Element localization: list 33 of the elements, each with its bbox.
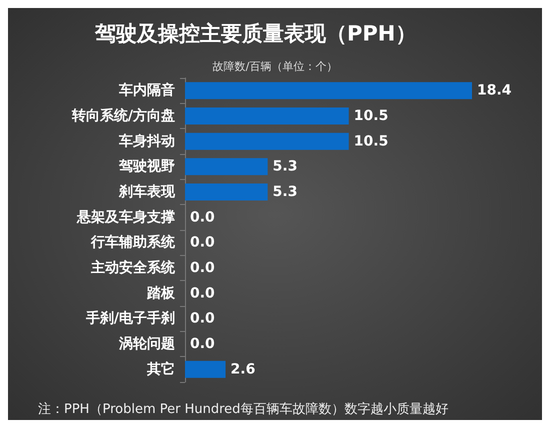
data-label: 5.3 [272,184,298,200]
chart-title: 驾驶及操控主要质量表现（PPH） [94,22,416,46]
y-tick-label: 涡轮问题 [118,336,175,352]
y-tick-label: 踏板 [146,285,176,302]
data-label: 0.0 [190,209,216,226]
chart-subtitle: 故障数/百辆（单位：个） [212,60,338,73]
y-tick-label: 刹车表现 [118,183,176,200]
data-label: 10.5 [354,108,388,124]
data-label: 0.0 [190,285,216,302]
y-tick-label: 悬架及车身支撑 [76,208,175,226]
data-label: 5.3 [272,158,298,175]
bar [185,158,268,176]
y-tick-label: 主动安全系统 [90,259,176,276]
bar [185,184,268,200]
data-label: 2.6 [230,361,256,378]
y-tick-label: 行车辅助系统 [90,234,176,251]
text: 注：PPH（Problem Per Hundred每百辆车故障数）数字越小质量越好 [38,401,448,417]
data-label: 0.0 [190,234,216,251]
bar [185,82,472,100]
data-label: 18.4 [477,82,512,99]
data-label: 0.0 [190,310,216,327]
y-tick-label: 驾驶视野 [118,158,175,175]
data-label: 0.0 [190,260,216,276]
y-tick-label: 车内隔音 [118,82,175,99]
y-tick-label: 转向系统/方向盘 [70,107,175,124]
data-label: 10.5 [354,133,388,150]
bar [185,132,349,150]
bar [185,108,349,124]
y-tick-label: 车身抖动 [118,132,175,150]
y-tick-label: 手刹/电子手刹 [84,310,175,327]
y-tick-label: 其它 [146,360,175,378]
data-label: 0.0 [190,336,216,352]
bar [185,360,226,378]
